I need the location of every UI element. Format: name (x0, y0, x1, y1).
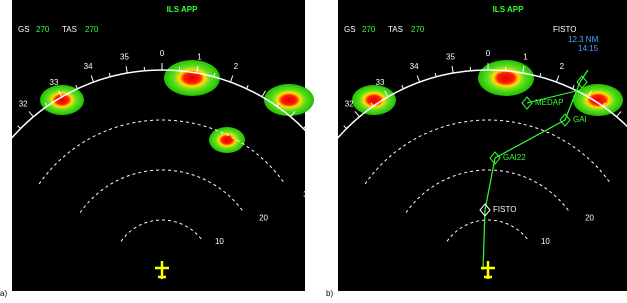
tas-value: 270 (85, 25, 99, 34)
panel-label: a) (0, 289, 7, 298)
compass-label: 35 (120, 52, 129, 61)
waypoint-label: GAI (573, 115, 587, 124)
weather-cell (264, 84, 314, 116)
compass-label: 34 (410, 62, 419, 71)
compass-label: 1 (197, 52, 202, 61)
gs-value: 270 (36, 25, 50, 34)
compass-tick (315, 137, 320, 141)
weather-cell (164, 60, 220, 96)
panel-label: b) (326, 289, 333, 298)
tas-label: TAS (388, 25, 403, 34)
range-label: 10 (215, 237, 224, 246)
compass-label: 0 (486, 49, 491, 58)
range-label: 20 (259, 213, 268, 222)
gs-label: GS (344, 25, 356, 34)
radar-display: 32 33 34 35 0 1 2 30 20 10 ILS APP GS 270 TAS 270 (3, 0, 320, 291)
weather-cell (478, 60, 534, 96)
weather-cell (209, 127, 245, 153)
waypoint-label: FISTO (493, 205, 516, 214)
compass-label: 33 (50, 78, 59, 87)
waypoint-label: GAI22 (503, 153, 526, 162)
compass-label: 35 (446, 52, 455, 61)
display-background (12, 0, 305, 291)
compass-label: 2 (234, 62, 239, 71)
compass-label: 32 (345, 100, 354, 109)
mode-title: ILS APP (167, 5, 198, 14)
compass-label: 2 (560, 62, 565, 71)
compass-label: 32 (19, 100, 28, 109)
tas-value: 270 (411, 25, 425, 34)
weather-cell (573, 84, 623, 116)
weather-cell (352, 85, 396, 115)
compass-label: 1 (523, 52, 528, 61)
next-distance: 12.3 NM (568, 35, 599, 44)
compass-label: 0 (160, 49, 165, 58)
next-waypoint: FISTO (553, 25, 576, 34)
range-label: 30 (303, 190, 312, 199)
gs-value: 270 (362, 25, 376, 34)
range-label: 10 (541, 237, 550, 246)
compass-label: 34 (84, 62, 93, 71)
range-label: 20 (585, 213, 594, 222)
compass-tick (3, 137, 8, 141)
next-time: 14:15 (578, 44, 599, 53)
gs-label: GS (18, 25, 30, 34)
tas-label: TAS (62, 25, 77, 34)
compass-label: 33 (376, 78, 385, 87)
figure: a)32333435012302010ILS APPGS270TAS270b)3… (0, 0, 627, 303)
mode-title: ILS APP (493, 5, 524, 14)
compass-tick (329, 137, 334, 141)
waypoint-label: MEDAP (535, 98, 563, 107)
